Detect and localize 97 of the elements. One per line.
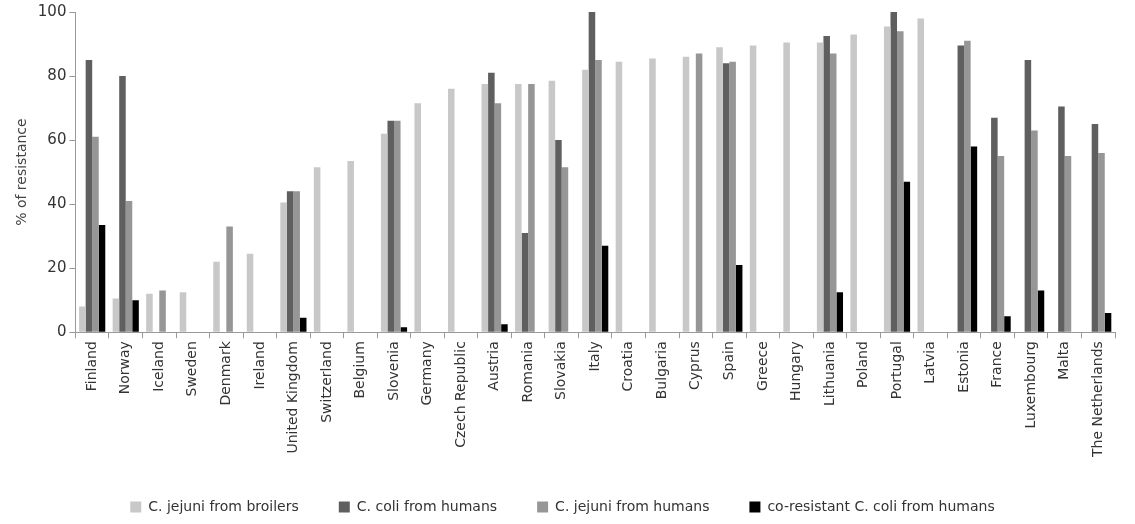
bar xyxy=(1104,312,1112,332)
bar xyxy=(448,88,455,332)
x-tick-label: Ireland xyxy=(250,341,267,390)
bar xyxy=(850,34,857,332)
bar xyxy=(179,292,187,332)
bar xyxy=(682,56,690,332)
legend-label: C. jejuni from humans xyxy=(555,497,710,514)
bar xyxy=(601,245,609,332)
bar xyxy=(749,45,757,332)
bar xyxy=(79,306,86,332)
bar xyxy=(548,80,556,332)
x-tick-label: Spain xyxy=(719,341,736,381)
bar xyxy=(836,292,844,332)
x-tick-label: Bulgaria xyxy=(652,341,669,400)
x-tick-label: United Kingdom xyxy=(284,341,301,454)
x-tick-label: Hungary xyxy=(787,341,804,401)
x-tick-label: Switzerland xyxy=(317,341,334,423)
x-tick-label: Austria xyxy=(485,341,502,391)
bar xyxy=(313,167,321,332)
x-tick-label: Poland xyxy=(854,341,871,388)
x-tick-label: Croatia xyxy=(619,341,636,392)
x-tick-label: Germany xyxy=(418,341,435,406)
bar xyxy=(98,224,106,332)
y-tick-label: 100 xyxy=(37,1,67,20)
x-tick-label: Romania xyxy=(518,341,535,403)
x-tick-label: Greece xyxy=(753,341,770,392)
bar xyxy=(132,300,139,332)
bar xyxy=(213,261,220,332)
bar xyxy=(783,42,790,332)
bar xyxy=(414,103,421,332)
bar xyxy=(903,181,911,332)
x-tick-label: Italy xyxy=(585,341,602,372)
x-tick-label: Denmark xyxy=(216,340,233,406)
bar xyxy=(615,61,623,332)
legend-label: co-resistant C. coli from humans xyxy=(767,497,995,514)
bar xyxy=(1058,106,1065,332)
bar xyxy=(582,69,589,332)
y-tick-label: 60 xyxy=(47,129,67,148)
bar xyxy=(716,47,723,332)
y-tick-label: 40 xyxy=(47,193,67,212)
bar xyxy=(991,117,998,332)
bar xyxy=(380,133,388,332)
y-tick-label: 80 xyxy=(47,65,67,84)
bar xyxy=(521,232,529,332)
x-tick-label: Lithuania xyxy=(820,341,837,407)
bar xyxy=(970,146,978,332)
bar xyxy=(112,298,120,332)
bar xyxy=(917,18,925,332)
x-tick-label: Luxembourg xyxy=(1021,341,1038,429)
bar xyxy=(823,36,830,332)
x-tick-label: Latvia xyxy=(921,341,938,384)
x-tick-label: Iceland xyxy=(149,341,166,392)
x-tick-label: Belgium xyxy=(351,341,368,399)
x-tick-label: Norway xyxy=(116,341,133,395)
x-tick-label: Estonia xyxy=(954,341,971,393)
bar xyxy=(119,76,126,332)
bar xyxy=(387,120,395,332)
bar xyxy=(515,84,522,332)
bar xyxy=(400,327,408,332)
bar xyxy=(1037,290,1045,332)
bar xyxy=(246,253,254,332)
bar xyxy=(280,202,287,332)
x-tick-label: Sweden xyxy=(183,341,200,397)
bar xyxy=(1004,316,1011,332)
y-tick-label: 20 xyxy=(47,258,67,277)
bar xyxy=(957,45,965,332)
bar xyxy=(649,58,656,332)
bar xyxy=(146,293,153,332)
x-tick-label: France xyxy=(988,341,1005,388)
x-tick-label: Slovenia xyxy=(384,341,401,401)
bar xyxy=(286,191,294,332)
bar xyxy=(816,42,824,332)
bar xyxy=(481,84,489,332)
y-axis-title: % of resistance xyxy=(13,118,30,226)
y-tick-label: 0 xyxy=(56,322,67,341)
bar xyxy=(299,317,307,332)
x-tick-label: Czech Republic xyxy=(451,341,468,448)
x-tick-label: Malta xyxy=(1055,341,1072,380)
x-tick-label: Slovakia xyxy=(552,341,569,400)
x-tick-label: The Netherlands xyxy=(1088,341,1105,458)
legend-label: C. coli from humans xyxy=(356,497,498,514)
bar xyxy=(501,324,508,332)
legend-label: C. jejuni from broilers xyxy=(148,497,299,514)
x-tick-label: Portugal xyxy=(887,341,904,400)
bar xyxy=(347,160,354,332)
bar xyxy=(883,26,891,332)
x-tick-label: Finland xyxy=(82,341,99,392)
bar xyxy=(85,60,93,332)
bar xyxy=(555,140,562,332)
bar xyxy=(588,12,596,332)
bar xyxy=(890,12,898,332)
bar xyxy=(722,63,730,332)
bar xyxy=(1024,60,1032,332)
bar xyxy=(1091,124,1099,332)
bar xyxy=(488,72,495,332)
x-tick-label: Cyprus xyxy=(686,341,703,391)
bar xyxy=(735,264,743,332)
